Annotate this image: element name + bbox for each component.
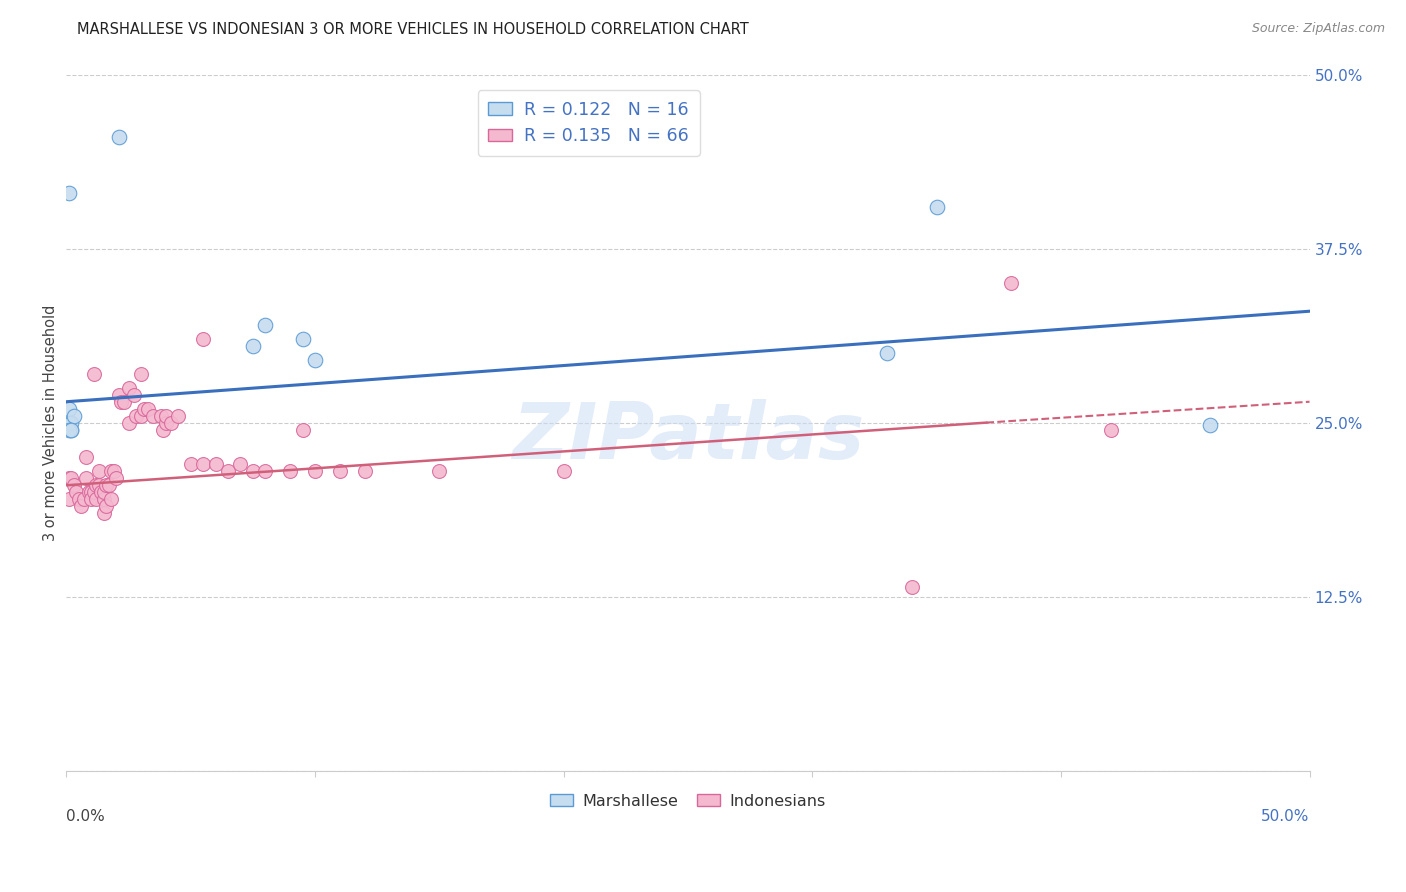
Point — [100, 464, 122, 478]
Point — [160, 416, 183, 430]
Point — [254, 464, 277, 478]
Point — [876, 346, 898, 360]
Point — [925, 200, 948, 214]
Point — [58, 471, 80, 485]
Point — [75, 471, 97, 485]
Point — [67, 492, 90, 507]
Point — [117, 381, 139, 395]
Point — [60, 471, 83, 485]
Point — [96, 478, 118, 492]
Point — [129, 409, 152, 423]
Point — [291, 423, 314, 437]
Point — [229, 458, 252, 472]
Point — [65, 485, 87, 500]
Point — [117, 416, 139, 430]
Point — [84, 478, 107, 492]
Point — [60, 416, 83, 430]
Point — [125, 409, 148, 423]
Point — [97, 478, 120, 492]
Point — [553, 464, 575, 478]
Point — [96, 499, 118, 513]
Point — [353, 464, 375, 478]
Point — [204, 458, 226, 472]
Point — [112, 394, 135, 409]
Text: ZIPatlas: ZIPatlas — [512, 399, 865, 475]
Point — [1199, 418, 1222, 433]
Point — [180, 458, 202, 472]
Point — [155, 416, 177, 430]
Point — [80, 485, 103, 500]
Legend: Marshallese, Indonesians: Marshallese, Indonesians — [544, 787, 832, 815]
Point — [107, 388, 129, 402]
Point — [132, 401, 155, 416]
Text: Source: ZipAtlas.com: Source: ZipAtlas.com — [1251, 22, 1385, 36]
Point — [291, 332, 314, 346]
Y-axis label: 3 or more Vehicles in Household: 3 or more Vehicles in Household — [44, 304, 58, 541]
Point — [63, 478, 86, 492]
Point — [70, 499, 93, 513]
Point — [60, 423, 83, 437]
Point — [80, 492, 103, 507]
Point — [107, 130, 129, 145]
Point — [84, 492, 107, 507]
Point — [254, 318, 277, 333]
Point — [149, 409, 172, 423]
Point — [278, 464, 301, 478]
Point — [129, 367, 152, 381]
Point — [155, 409, 177, 423]
Point — [90, 485, 112, 500]
Point — [304, 353, 326, 368]
Point — [58, 423, 80, 437]
Text: 50.0%: 50.0% — [1261, 809, 1309, 824]
Point — [304, 464, 326, 478]
Point — [122, 388, 145, 402]
Text: 0.0%: 0.0% — [66, 809, 105, 824]
Point — [87, 478, 110, 492]
Point — [58, 416, 80, 430]
Point — [329, 464, 352, 478]
Point — [193, 458, 215, 472]
Point — [83, 485, 105, 500]
Point — [1099, 423, 1122, 437]
Point — [58, 401, 80, 416]
Point — [87, 464, 110, 478]
Point — [1000, 277, 1022, 291]
Point — [142, 409, 165, 423]
Point — [93, 492, 115, 507]
Point — [167, 409, 190, 423]
Point — [242, 464, 264, 478]
Point — [193, 332, 215, 346]
Point — [217, 464, 239, 478]
Point — [138, 401, 160, 416]
Point — [152, 423, 174, 437]
Point — [73, 492, 96, 507]
Point — [427, 464, 450, 478]
Point — [110, 394, 132, 409]
Point — [242, 339, 264, 353]
Point — [60, 423, 83, 437]
Point — [93, 506, 115, 520]
Point — [58, 186, 80, 200]
Point — [63, 409, 86, 423]
Point — [58, 492, 80, 507]
Point — [100, 492, 122, 507]
Point — [75, 450, 97, 465]
Point — [93, 485, 115, 500]
Point — [103, 464, 125, 478]
Point — [77, 485, 100, 500]
Point — [83, 367, 105, 381]
Point — [900, 580, 922, 594]
Point — [105, 471, 128, 485]
Text: MARSHALLESE VS INDONESIAN 3 OR MORE VEHICLES IN HOUSEHOLD CORRELATION CHART: MARSHALLESE VS INDONESIAN 3 OR MORE VEHI… — [77, 22, 749, 37]
